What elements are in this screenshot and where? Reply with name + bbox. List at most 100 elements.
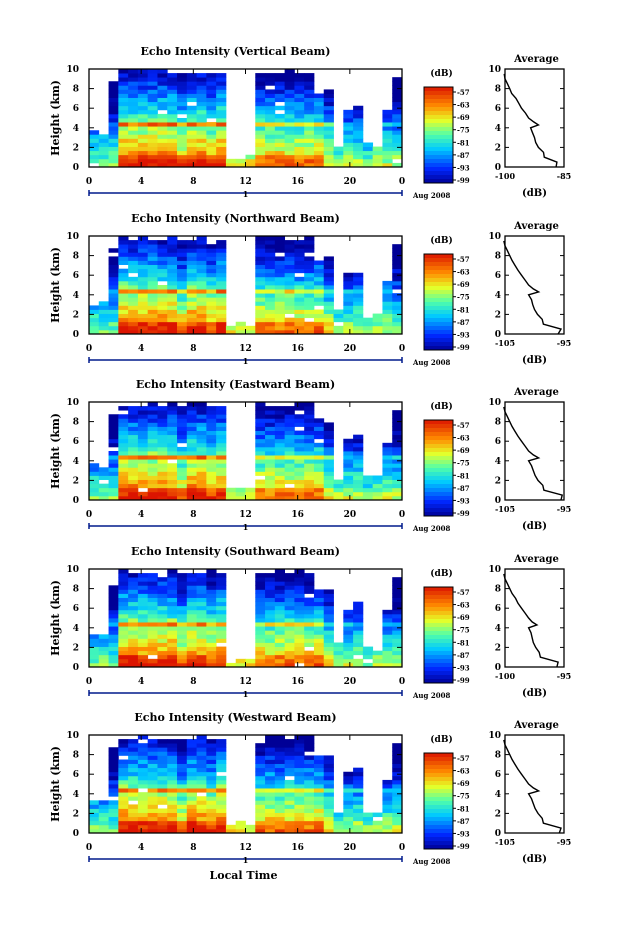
heatmap-cell — [284, 816, 295, 822]
heatmap-cell — [265, 89, 276, 94]
heatmap-cell — [137, 321, 149, 327]
heatmap-cell — [108, 434, 119, 440]
heatmap-cell — [216, 154, 227, 160]
heatmap-cell — [157, 796, 168, 801]
colorbar-band — [424, 448, 453, 453]
heatmap-cell — [274, 268, 286, 274]
heatmap-cell — [186, 618, 197, 623]
heatmap-cell — [333, 654, 344, 660]
heatmap-cell — [343, 317, 354, 323]
heatmap-cell — [343, 329, 354, 335]
heatmap-cell — [167, 430, 178, 436]
heatmap-cell — [274, 747, 286, 752]
heatmap-cell — [147, 248, 158, 253]
heatmap-cell — [265, 434, 276, 440]
heatmap-cell — [157, 495, 168, 501]
heatmap-cell — [304, 824, 315, 830]
heatmap-cell — [313, 280, 325, 286]
heatmap-cell — [128, 101, 139, 107]
heatmap-cell — [98, 134, 109, 139]
heatmap-cell — [206, 658, 217, 664]
heatmap-cell — [274, 446, 286, 452]
heatmap-cell — [392, 630, 403, 635]
heatmap-cell — [128, 414, 139, 419]
y-tick-label: 8 — [73, 252, 79, 262]
heatmap-cell — [255, 162, 266, 168]
heatmap-cell — [304, 735, 315, 740]
heatmap-cell — [186, 418, 197, 423]
heatmap-cell — [89, 154, 100, 160]
heatmap-cell — [216, 487, 227, 493]
heatmap-cell — [157, 613, 168, 619]
heatmap-cell — [196, 642, 207, 647]
heatmap-cell — [118, 585, 129, 590]
heatmap-cell — [167, 418, 178, 423]
heatmap-cell — [353, 272, 364, 278]
heatmap-cell — [255, 77, 266, 82]
y-tick-label: 6 — [73, 271, 79, 281]
heatmap-cell — [323, 276, 334, 282]
heatmap-cell — [274, 759, 286, 764]
heatmap-cell — [265, 317, 276, 323]
heatmap-cell — [353, 618, 364, 623]
heatmap-cell — [118, 97, 129, 103]
heatmap-cell — [274, 601, 286, 607]
x-tick-label: 0 — [86, 344, 92, 354]
heatmap-cell — [216, 471, 227, 476]
heatmap-cell — [392, 455, 403, 460]
heatmap-cell — [343, 438, 354, 444]
heatmap-cell — [186, 430, 197, 436]
heatmap-cell — [167, 113, 178, 119]
heatmap-cell — [372, 475, 383, 480]
heatmap-cell — [372, 317, 383, 323]
heatmap-cell — [304, 236, 315, 241]
heatmap-cell — [304, 577, 315, 582]
heatmap-cell — [98, 808, 109, 813]
y-tick-label: 10 — [66, 565, 79, 575]
heatmap-cell — [206, 650, 217, 656]
heatmap-cell — [245, 487, 256, 493]
heatmap-cell — [118, 613, 129, 619]
heatmap-cell — [255, 81, 266, 86]
heatmap-cell — [137, 751, 149, 756]
heatmap-cell — [167, 812, 178, 818]
heatmap-cell — [235, 158, 246, 164]
heatmap-cell — [108, 81, 119, 86]
heatmap-cell — [255, 85, 266, 90]
colorbar-band — [424, 440, 453, 445]
heatmap-cell — [255, 134, 266, 139]
colorbar-band — [424, 663, 453, 668]
heatmap-cell — [353, 297, 364, 302]
heatmap-cell — [362, 317, 374, 323]
heatmap-cell — [108, 824, 119, 830]
heatmap-cell — [323, 130, 334, 135]
heatmap-cell — [255, 491, 266, 497]
heatmap-cell — [333, 646, 344, 652]
heatmap-cell — [274, 609, 286, 615]
heatmap-cell — [265, 812, 276, 818]
heatmap-cell — [304, 763, 315, 769]
heatmap-cell — [137, 410, 149, 415]
heatmap-cell — [177, 828, 188, 834]
heatmap-cell — [255, 97, 266, 103]
heatmap-cell — [392, 763, 403, 769]
heatmap-cell — [216, 755, 227, 760]
heatmap-cell — [167, 446, 178, 452]
heatmap-cell — [167, 240, 178, 245]
heatmap-cell — [284, 585, 295, 590]
heatmap-cell — [294, 605, 305, 611]
heatmap-cell — [128, 280, 139, 286]
heatmap-cell — [304, 828, 315, 834]
heatmap-cell — [284, 804, 295, 809]
heatmap-cell — [157, 800, 168, 805]
heatmap-cell — [255, 240, 266, 245]
heatmap-cell — [274, 589, 286, 594]
heatmap-cell — [323, 260, 334, 265]
heatmap-cell — [372, 662, 383, 668]
colorbar-band — [424, 472, 453, 477]
heatmap-cell — [196, 402, 207, 407]
heatmap-cell — [196, 256, 207, 261]
heatmap-cell — [274, 804, 286, 809]
heatmap-cell — [274, 597, 286, 603]
colorbar-band — [424, 139, 453, 144]
